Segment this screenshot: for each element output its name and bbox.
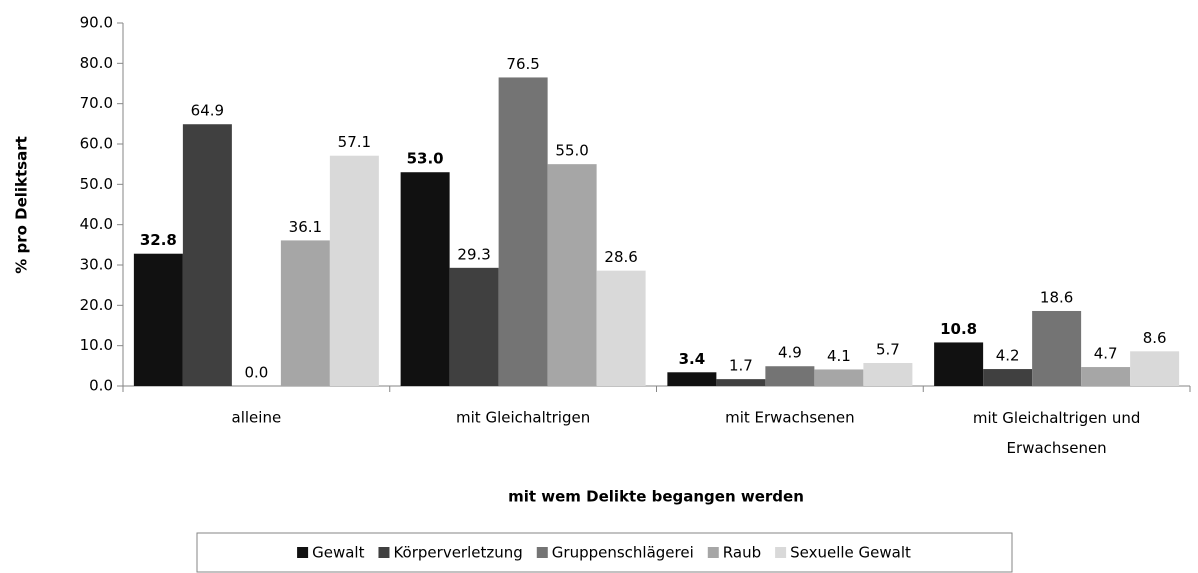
y-axis-title: % pro Deliktsart: [13, 136, 31, 274]
data-label: 64.9: [191, 102, 224, 120]
data-label: 76.5: [506, 55, 539, 73]
data-label: 4.9: [778, 344, 802, 362]
x-tick-label: mit Erwachsenen: [725, 409, 855, 427]
y-tick-label: 20.0: [80, 296, 113, 314]
bar: [182, 124, 232, 386]
bar: [716, 379, 766, 386]
data-label: 18.6: [1040, 288, 1073, 306]
data-label: 53.0: [407, 150, 444, 168]
legend-box: [196, 532, 1013, 573]
bar: [1130, 351, 1180, 386]
bar: [1032, 310, 1082, 386]
data-label: 0.0: [244, 364, 268, 382]
bar: [667, 372, 717, 386]
x-tick-label: mit Gleichaltrigen und Erwachsenen: [973, 409, 1141, 457]
bar: [329, 155, 379, 386]
bar: [133, 253, 183, 386]
data-label: 8.6: [1143, 329, 1167, 347]
legend-label: Raub: [723, 544, 761, 562]
y-tick-label: 10.0: [80, 336, 113, 354]
legend-label: Gewalt: [312, 544, 364, 562]
legend-label: Körperverletzung: [393, 544, 522, 562]
bar: [765, 366, 815, 386]
bar: [547, 164, 597, 386]
data-label: 36.1: [289, 218, 322, 236]
legend-swatch: [297, 547, 309, 558]
bar: [400, 172, 450, 386]
x-axis-title: mit wem Delikte begangen werden: [508, 488, 804, 506]
data-label: 4.2: [996, 347, 1020, 365]
legend-label: Sexuelle Gewalt: [790, 544, 911, 562]
y-tick-label: 90.0: [80, 14, 113, 32]
y-tick-label: 30.0: [80, 256, 113, 274]
legend-swatch: [707, 547, 719, 558]
bar: [449, 267, 499, 386]
legend-swatch: [378, 547, 390, 558]
data-label: 32.8: [140, 231, 177, 249]
x-tick-label: alleine: [232, 409, 282, 427]
data-label: 1.7: [729, 357, 753, 375]
data-label: 29.3: [457, 245, 490, 263]
bar: [498, 77, 548, 386]
y-tick-label: 40.0: [80, 215, 113, 233]
data-label: 4.1: [827, 347, 851, 365]
x-tick-label: mit Gleichaltrigen: [456, 409, 590, 427]
bar: [934, 342, 984, 386]
data-label: 55.0: [555, 142, 588, 160]
legend-label: Gruppenschlägerei: [552, 544, 694, 562]
bar: [814, 369, 864, 386]
legend-swatch: [536, 547, 548, 558]
y-tick-label: 70.0: [80, 94, 113, 112]
y-tick-label: 60.0: [80, 135, 113, 153]
data-label: 28.6: [604, 248, 637, 266]
data-label: 3.4: [679, 350, 706, 368]
bar: [1081, 367, 1131, 386]
data-label: 4.7: [1094, 345, 1118, 363]
legend-swatch: [775, 547, 787, 558]
bar: [280, 240, 330, 386]
y-tick-label: 80.0: [80, 54, 113, 72]
legend: Gewalt Körperverletzung Gruppenschlägerei R…: [196, 532, 1013, 573]
data-label: 5.7: [876, 341, 900, 359]
bar: [863, 363, 913, 386]
y-tick-label: 50.0: [80, 175, 113, 193]
data-label: 10.8: [940, 320, 977, 338]
data-label: 57.1: [338, 133, 371, 151]
bar: [596, 270, 646, 386]
bar: [983, 369, 1033, 386]
y-tick-label: 0.0: [89, 377, 113, 395]
